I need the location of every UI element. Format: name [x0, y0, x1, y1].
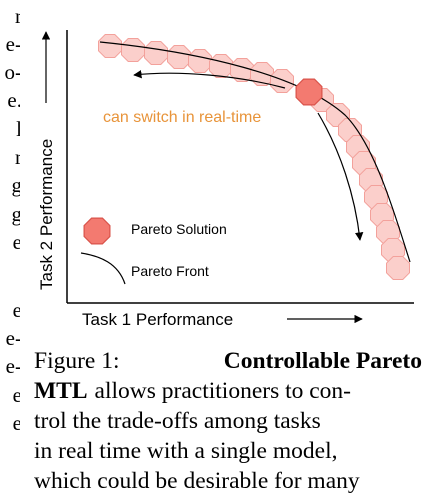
x-axis-label: Task 1 Performance: [82, 310, 233, 329]
adjacent-column-fragment: r: [15, 4, 20, 28]
pareto-front-point: [270, 69, 294, 93]
pareto-solution-marker: [295, 78, 323, 106]
adjacent-column-fragment: e-: [5, 32, 20, 56]
pareto-front-point: [386, 256, 410, 280]
adjacent-column-fragment: g: [11, 173, 21, 197]
adjacent-column-fragment: e: [12, 383, 20, 407]
adjacent-column-fragment: l: [16, 117, 20, 141]
adjacent-column-fragment: r: [15, 145, 20, 169]
pareto-front-curve: [99, 41, 411, 263]
caption-line5: which could be desirable for many: [34, 468, 360, 494]
pareto-front-point: [230, 58, 254, 82]
legend-solution-label: Pareto Solution: [131, 221, 227, 237]
switch-annotation: can switch in real-time: [103, 109, 261, 126]
pareto-front-point: [209, 54, 233, 78]
legend-front-label: Pareto Front: [131, 263, 209, 279]
pareto-front-point: [98, 34, 122, 58]
pareto-front-point: [144, 41, 168, 65]
caption-title-part2: MTL: [34, 378, 88, 404]
adjacent-column-fragment: e: [12, 298, 20, 322]
adjacent-column-fragment: o-: [4, 60, 21, 84]
switch-arrow-down: [317, 112, 364, 241]
adjacent-column-fragment: e-: [5, 354, 20, 378]
adjacent-column-fragment: e: [12, 230, 20, 254]
adjacent-column-fragment: e-: [5, 326, 20, 350]
pareto-front-point: [121, 38, 145, 62]
pareto-front-point: [188, 49, 212, 73]
pareto-front-point: [167, 45, 191, 69]
adjacent-column-fragment: e.: [7, 88, 20, 112]
caption-line4: in real time with a single model,: [34, 438, 338, 464]
pareto-front-points: [98, 34, 410, 280]
caption-line3: trol the trade-offs among tasks: [34, 408, 321, 434]
figure-caption: Figure 1: Controllable Pareto MTL allows…: [34, 346, 422, 496]
legend-solution-icon: [83, 217, 111, 245]
switch-arrow-left: [133, 70, 286, 89]
caption-title-part1: Controllable Pareto: [223, 348, 422, 374]
y-axis-label: Task 2 Performance: [37, 139, 56, 290]
pareto-figure: can switch in real-time Pareto Solution …: [37, 30, 414, 329]
legend-front-icon: [80, 252, 126, 285]
caption-line2-rest: allows practitioners to con-: [94, 378, 352, 404]
adjacent-column-fragment: e: [12, 411, 20, 435]
caption-figure-label: Figure 1:: [34, 348, 120, 374]
adjacent-column-fragment: g: [11, 202, 21, 226]
